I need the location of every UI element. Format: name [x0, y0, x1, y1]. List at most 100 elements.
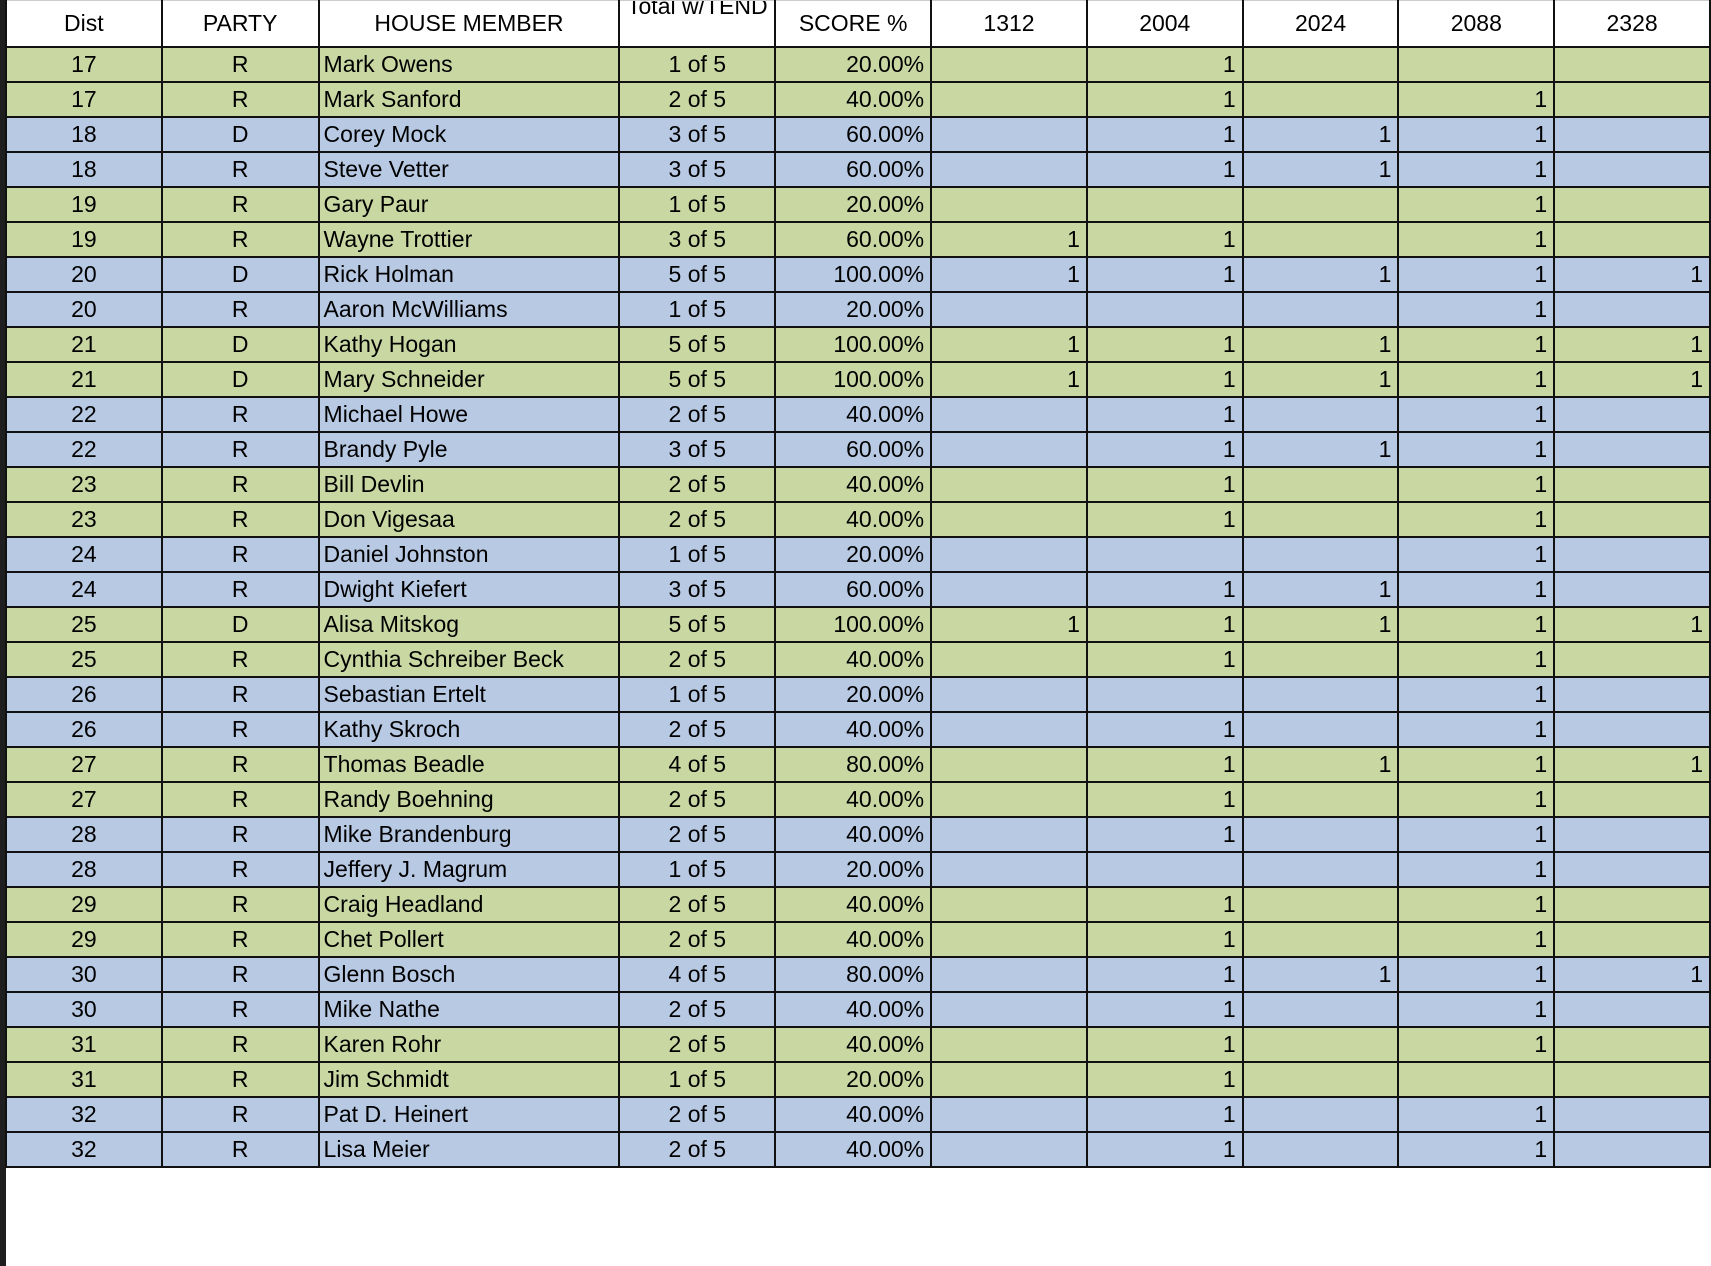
member-cell[interactable]: Rick Holman	[317, 256, 621, 293]
vote-cell-2004[interactable]: 1	[1085, 326, 1244, 363]
vote-cell-2024[interactable]	[1241, 396, 1400, 433]
dist-cell[interactable]: 21	[5, 361, 163, 398]
vote-cell-2024[interactable]: 1	[1241, 256, 1400, 293]
vote-cell-2024[interactable]	[1241, 676, 1400, 713]
party-cell[interactable]: R	[160, 1096, 320, 1133]
party-cell[interactable]: R	[160, 676, 320, 713]
vote-cell-2088[interactable]: 1	[1397, 221, 1556, 258]
vote-cell-2004[interactable]: 1	[1085, 1131, 1244, 1168]
vote-cell-2328[interactable]	[1553, 46, 1711, 83]
header-bill-2004[interactable]: 2004	[1085, 0, 1244, 48]
vote-cell-1312[interactable]	[930, 536, 1088, 573]
vote-cell-2024[interactable]: 1	[1241, 956, 1400, 993]
header-bill-2024[interactable]: 2024	[1241, 0, 1400, 48]
member-cell[interactable]: Dwight Kiefert	[317, 571, 621, 608]
vote-cell-2328[interactable]	[1553, 991, 1711, 1028]
vote-cell-1312[interactable]	[930, 571, 1088, 608]
party-cell[interactable]: R	[160, 956, 320, 993]
dist-cell[interactable]: 17	[5, 46, 163, 83]
vote-cell-1312[interactable]: 1	[930, 326, 1088, 363]
score-cell[interactable]: 40.00%	[774, 711, 933, 748]
party-cell[interactable]: R	[160, 886, 320, 923]
vote-cell-2004[interactable]: 1	[1085, 956, 1244, 993]
vote-cell-2004[interactable]: 1	[1085, 641, 1244, 678]
vote-cell-2024[interactable]: 1	[1241, 116, 1400, 153]
vote-cell-2088[interactable]	[1397, 1061, 1556, 1098]
vote-cell-2004[interactable]	[1085, 676, 1244, 713]
vote-cell-2088[interactable]: 1	[1397, 1026, 1556, 1063]
vote-cell-2004[interactable]: 1	[1085, 816, 1244, 853]
dist-cell[interactable]: 18	[5, 116, 163, 153]
dist-cell[interactable]: 30	[5, 991, 163, 1028]
vote-cell-2328[interactable]: 1	[1553, 326, 1711, 363]
vote-cell-2024[interactable]	[1241, 46, 1400, 83]
dist-cell[interactable]: 32	[5, 1096, 163, 1133]
vote-cell-2004[interactable]: 1	[1085, 466, 1244, 503]
vote-cell-1312[interactable]	[930, 991, 1088, 1028]
party-cell[interactable]: R	[160, 466, 320, 503]
vote-cell-2024[interactable]	[1241, 186, 1400, 223]
party-cell[interactable]: D	[160, 326, 320, 363]
score-cell[interactable]: 20.00%	[774, 186, 933, 223]
score-cell[interactable]: 100.00%	[774, 606, 933, 643]
party-cell[interactable]: D	[160, 116, 320, 153]
score-cell[interactable]: 40.00%	[774, 466, 933, 503]
vote-cell-2088[interactable]: 1	[1397, 991, 1556, 1028]
party-cell[interactable]: R	[160, 291, 320, 328]
vote-cell-2088[interactable]: 1	[1397, 256, 1556, 293]
member-cell[interactable]: Karen Rohr	[317, 1026, 621, 1063]
party-cell[interactable]: R	[160, 151, 320, 188]
party-cell[interactable]: R	[160, 851, 320, 888]
vote-cell-2328[interactable]	[1553, 151, 1711, 188]
member-cell[interactable]: Mark Sanford	[317, 81, 621, 118]
vote-cell-2088[interactable]: 1	[1397, 151, 1556, 188]
score-cell[interactable]: 80.00%	[774, 956, 933, 993]
total-cell[interactable]: 5 of 5	[618, 606, 777, 643]
vote-cell-2004[interactable]: 1	[1085, 1026, 1244, 1063]
party-cell[interactable]: R	[160, 991, 320, 1028]
vote-cell-2004[interactable]: 1	[1085, 886, 1244, 923]
total-cell[interactable]: 1 of 5	[618, 851, 777, 888]
score-cell[interactable]: 60.00%	[774, 221, 933, 258]
dist-cell[interactable]: 31	[5, 1061, 163, 1098]
total-cell[interactable]: 2 of 5	[618, 886, 777, 923]
member-cell[interactable]: Michael Howe	[317, 396, 621, 433]
vote-cell-2004[interactable]: 1	[1085, 571, 1244, 608]
vote-cell-1312[interactable]: 1	[930, 606, 1088, 643]
vote-cell-2328[interactable]	[1553, 676, 1711, 713]
dist-cell[interactable]: 27	[5, 746, 163, 783]
vote-cell-1312[interactable]	[930, 396, 1088, 433]
dist-cell[interactable]: 19	[5, 221, 163, 258]
vote-cell-2024[interactable]: 1	[1241, 326, 1400, 363]
vote-cell-2004[interactable]: 1	[1085, 151, 1244, 188]
vote-cell-2004[interactable]: 1	[1085, 746, 1244, 783]
score-cell[interactable]: 40.00%	[774, 781, 933, 818]
member-cell[interactable]: Mark Owens	[317, 46, 621, 83]
vote-cell-2004[interactable]	[1085, 851, 1244, 888]
vote-cell-2328[interactable]	[1553, 466, 1711, 503]
vote-cell-2088[interactable]: 1	[1397, 816, 1556, 853]
vote-cell-2024[interactable]: 1	[1241, 151, 1400, 188]
score-cell[interactable]: 40.00%	[774, 1096, 933, 1133]
total-cell[interactable]: 3 of 5	[618, 221, 777, 258]
vote-cell-2088[interactable]: 1	[1397, 1131, 1556, 1168]
party-cell[interactable]: R	[160, 1026, 320, 1063]
score-cell[interactable]: 100.00%	[774, 326, 933, 363]
member-cell[interactable]: Alisa Mitskog	[317, 606, 621, 643]
vote-cell-2024[interactable]: 1	[1241, 431, 1400, 468]
score-cell[interactable]: 20.00%	[774, 536, 933, 573]
vote-cell-2024[interactable]	[1241, 641, 1400, 678]
member-cell[interactable]: Kathy Hogan	[317, 326, 621, 363]
vote-cell-2004[interactable]: 1	[1085, 361, 1244, 398]
vote-cell-2328[interactable]	[1553, 396, 1711, 433]
vote-cell-2328[interactable]: 1	[1553, 606, 1711, 643]
member-cell[interactable]: Glenn Bosch	[317, 956, 621, 993]
score-cell[interactable]: 40.00%	[774, 816, 933, 853]
vote-cell-1312[interactable]: 1	[930, 361, 1088, 398]
member-cell[interactable]: Gary Paur	[317, 186, 621, 223]
member-cell[interactable]: Daniel Johnston	[317, 536, 621, 573]
vote-cell-2328[interactable]: 1	[1553, 746, 1711, 783]
member-cell[interactable]: Cynthia Schreiber Beck	[317, 641, 621, 678]
vote-cell-2024[interactable]	[1241, 886, 1400, 923]
vote-cell-2328[interactable]: 1	[1553, 256, 1711, 293]
